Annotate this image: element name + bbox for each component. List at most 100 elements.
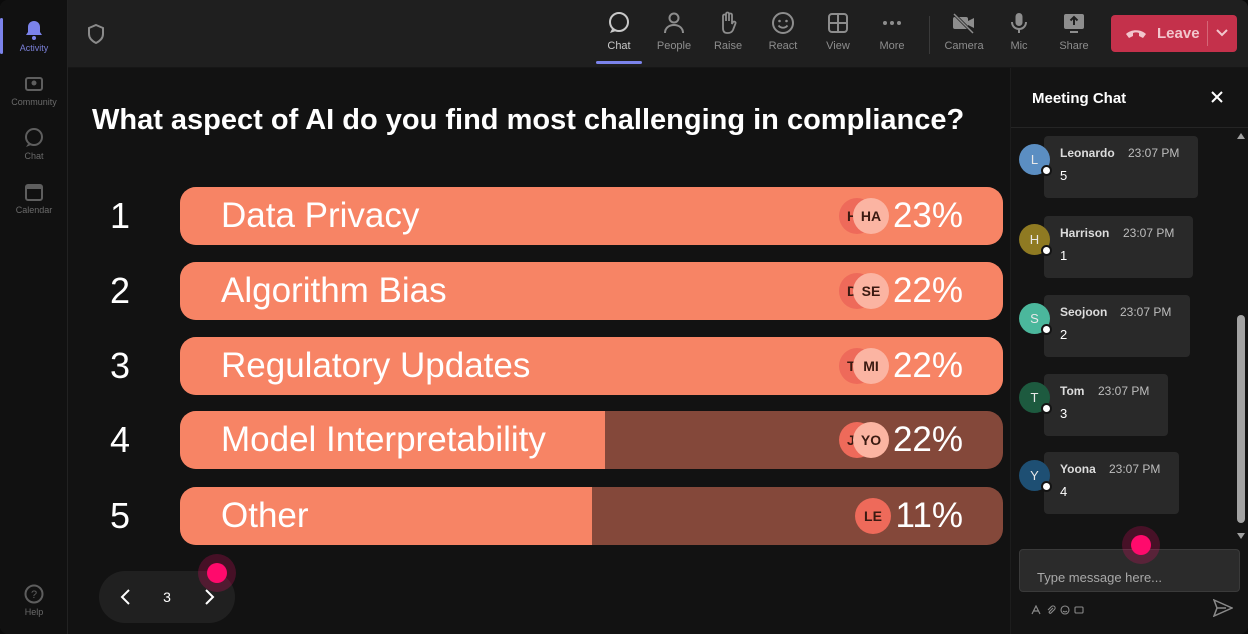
poll-option-row[interactable]: 4 Model InterpretabilityJUYO22%	[92, 411, 1004, 469]
more-button[interactable]: More	[865, 10, 919, 60]
emoji-icon[interactable]	[1060, 602, 1070, 615]
option-number: 1	[109, 195, 131, 236]
option-number: 4	[109, 419, 131, 460]
chevron-down-icon[interactable]	[1215, 26, 1229, 40]
message-bubble: Leonardo 23:07 PM 5	[1044, 136, 1198, 198]
view-button[interactable]: View	[811, 10, 865, 60]
presence-status-icon	[1041, 403, 1052, 414]
chat-title: Meeting Chat	[1032, 90, 1127, 107]
attach-icon[interactable]	[1046, 602, 1056, 614]
pointer-indicator	[1131, 535, 1151, 555]
option-label: Algorithm Bias	[221, 271, 447, 310]
voter-avatar: MI	[853, 348, 889, 384]
meeting-toolbar: Chat People Raise React View	[68, 0, 1248, 68]
send-icon[interactable]	[1212, 598, 1234, 618]
mic-button[interactable]: Mic	[992, 10, 1046, 60]
option-bar: Data PrivacyHYHA23%	[180, 187, 1003, 245]
poll-option-row[interactable]: 2 Algorithm BiasDASE22%	[92, 262, 1004, 320]
rail-item-help[interactable]: ? Help	[0, 574, 68, 626]
help-icon: ?	[24, 584, 44, 604]
scroll-up-arrow-icon[interactable]	[1237, 133, 1245, 139]
shield-icon[interactable]	[86, 23, 106, 45]
left-rail: Activity Community Chat Calendar ? Help	[0, 0, 68, 634]
share-button[interactable]: Share	[1047, 10, 1101, 60]
option-bar-fill	[180, 411, 605, 469]
chat-button[interactable]: Chat	[592, 10, 646, 64]
message-timestamp: 23:07 PM	[1123, 226, 1175, 240]
chat-icon	[606, 10, 632, 36]
avatar[interactable]: Y	[1019, 460, 1052, 492]
next-page-button[interactable]	[196, 584, 222, 610]
close-icon[interactable]	[1208, 88, 1226, 106]
rail-item-chat[interactable]: Chat	[0, 118, 68, 170]
avatar[interactable]: S	[1019, 303, 1052, 335]
camera-off-icon	[951, 10, 977, 36]
avatar-initial: H	[1029, 232, 1040, 247]
mic-button-label: Mic	[1010, 40, 1028, 52]
avatar[interactable]: T	[1019, 382, 1052, 414]
rail-item-calendar[interactable]: Calendar	[0, 172, 68, 224]
option-label: Data Privacy	[221, 196, 420, 235]
sender-name: Seojoon	[1060, 305, 1108, 319]
camera-button[interactable]: Camera	[937, 10, 991, 60]
avatar-initial: T	[1030, 390, 1039, 405]
rail-item-label: Calendar	[15, 204, 53, 215]
rail-item-label: Community	[11, 96, 57, 107]
message-bubble: Seojoon 23:07 PM 2	[1044, 295, 1190, 357]
message-bubble: Harrison 23:07 PM 1	[1044, 216, 1193, 278]
option-percent: 23%	[892, 196, 963, 235]
presence-status-icon	[1041, 165, 1052, 176]
message-timestamp: 23:07 PM	[1128, 146, 1180, 160]
message-text: 1	[1060, 248, 1068, 263]
raise-hand-button[interactable]: Raise	[701, 10, 755, 60]
scroll-thumb[interactable]	[1237, 315, 1245, 523]
sender-name: Harrison	[1060, 226, 1110, 240]
option-percent: 22%	[892, 420, 963, 459]
sender-name: Yoona	[1060, 462, 1096, 476]
avatar-initial: Y	[1030, 468, 1039, 483]
poll-option-row[interactable]: 1 Data PrivacyHYHA23%	[92, 187, 1004, 245]
avatar-initial: L	[1030, 152, 1039, 167]
presence-status-icon	[1041, 481, 1052, 492]
format-icon[interactable]	[1031, 602, 1041, 615]
chat-scrollbar[interactable]	[1235, 129, 1247, 543]
chat-message-input[interactable]	[1019, 549, 1240, 592]
option-percent: 11%	[895, 496, 963, 535]
toolbar-divider	[929, 16, 930, 54]
poll-question: What aspect of AI do you find most chall…	[92, 104, 965, 136]
voter-avatar: LE	[855, 498, 891, 534]
share-screen-icon	[1061, 10, 1087, 36]
calendar-icon	[24, 182, 44, 202]
leave-button[interactable]: Leave	[1111, 15, 1237, 52]
leave-button-label: Leave	[1157, 25, 1200, 42]
grid-view-icon	[825, 10, 851, 36]
smiley-icon	[770, 10, 796, 36]
option-label: Other	[221, 496, 309, 535]
rail-item-activity[interactable]: Activity	[0, 10, 68, 62]
sender-name: Tom	[1060, 384, 1085, 398]
chat-icon	[24, 127, 44, 148]
phone-hangup-icon	[1125, 27, 1147, 41]
hand-icon	[715, 10, 741, 36]
avatar[interactable]: L	[1019, 144, 1052, 176]
people-button[interactable]: People	[647, 10, 701, 60]
react-button[interactable]: React	[756, 10, 810, 60]
more-dots-icon	[879, 10, 905, 36]
scroll-down-arrow-icon[interactable]	[1237, 533, 1245, 539]
react-button-label: React	[768, 40, 798, 52]
avatar[interactable]: H	[1019, 224, 1052, 256]
option-bar: Algorithm BiasDASE22%	[180, 262, 1003, 320]
prev-page-button[interactable]	[113, 584, 139, 610]
gif-icon[interactable]	[1074, 602, 1084, 614]
rail-item-community[interactable]: Community	[0, 64, 68, 116]
message-timestamp: 23:07 PM	[1109, 462, 1161, 476]
option-bar: Model InterpretabilityJUYO22%	[180, 411, 1003, 469]
voter-avatar: SE	[853, 273, 889, 309]
people-icon	[661, 10, 687, 36]
option-number: 5	[109, 495, 131, 536]
option-number: 2	[109, 270, 131, 311]
poll-option-row[interactable]: 3 Regulatory UpdatesTOMI22%	[92, 337, 1004, 395]
microphone-icon	[1006, 10, 1032, 36]
poll-option-row[interactable]: 5 Other LE 11%	[92, 487, 1004, 545]
